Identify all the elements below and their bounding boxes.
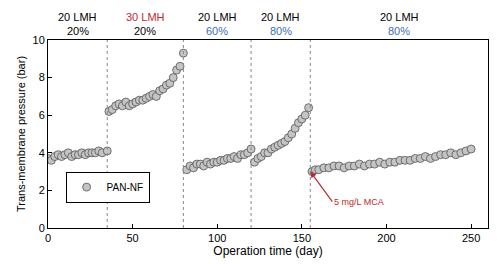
svg-text:80%: 80% [270, 25, 292, 37]
svg-text:20 LMH: 20 LMH [198, 11, 237, 23]
svg-text:0: 0 [45, 232, 51, 244]
svg-text:20 LMH: 20 LMH [261, 11, 300, 23]
svg-text:20 LMH: 20 LMH [58, 11, 97, 23]
svg-text:50: 50 [126, 232, 138, 244]
svg-text:Operation time (day): Operation time (day) [213, 244, 322, 258]
svg-text:250: 250 [462, 232, 480, 244]
svg-text:5 mg/L MCA: 5 mg/L MCA [334, 197, 384, 207]
svg-text:100: 100 [208, 232, 226, 244]
svg-text:30 LMH: 30 LMH [126, 11, 165, 23]
svg-text:4: 4 [39, 147, 45, 159]
svg-text:PAN-NF: PAN-NF [107, 182, 143, 193]
svg-text:2: 2 [39, 184, 45, 196]
svg-text:20%: 20% [134, 25, 156, 37]
svg-text:200: 200 [377, 232, 395, 244]
svg-text:150: 150 [293, 232, 311, 244]
svg-text:80%: 80% [388, 25, 410, 37]
svg-text:0: 0 [39, 222, 45, 234]
svg-text:20%: 20% [67, 25, 89, 37]
svg-text:10: 10 [33, 34, 45, 46]
svg-text:8: 8 [39, 71, 45, 83]
svg-text:6: 6 [39, 109, 45, 121]
svg-text:20 LMH: 20 LMH [380, 11, 419, 23]
svg-text:60%: 60% [206, 25, 228, 37]
svg-text:Trans-membrane pressure (bar): Trans-membrane pressure (bar) [15, 56, 27, 212]
